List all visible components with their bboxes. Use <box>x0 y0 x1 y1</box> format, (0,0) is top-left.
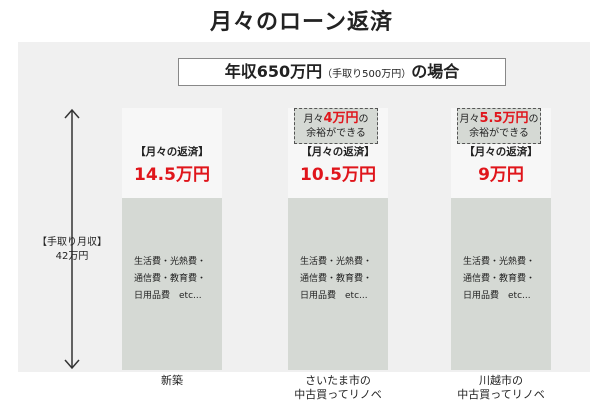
subtitle-box: 年収650万円（手取り500万円）の場合 <box>178 58 506 86</box>
chart-title: 月々のローン返済 <box>210 10 393 35</box>
income-arrow-icon <box>64 108 80 370</box>
expense-line: 生活費・光熱費・ <box>463 257 536 268</box>
spare-suffix: の <box>528 114 539 125</box>
category-label: さいたま市の 中古買ってリノベ <box>273 374 403 402</box>
category-label-line: 中古買ってリノベ <box>294 388 382 401</box>
subtitle-note: （手取り500万円） <box>322 69 412 80</box>
spare-prefix: 月々 <box>303 114 324 125</box>
expense-line: 通信費・教育費・ <box>463 274 536 285</box>
repay-amount: 14.5万円 <box>134 165 210 186</box>
repay-label: 【月々の返済】 <box>301 146 375 159</box>
spare-amount: 5.5万円 <box>479 111 529 126</box>
repay-label: 【月々の返済】 <box>135 146 209 159</box>
spare-line2: 余裕ができる <box>469 128 529 139</box>
spare-prefix: 月々 <box>459 114 480 125</box>
category-label: 新築 <box>107 374 237 388</box>
expense-line: 通信費・教育費・ <box>134 274 207 285</box>
expense-line: 日用品費 etc... <box>134 291 202 302</box>
spare-line: 月々4万円の <box>295 112 377 127</box>
repay-amount: 9万円 <box>478 165 524 186</box>
category-label-line: 川越市の <box>479 374 523 387</box>
spare-line2: 余裕ができる <box>306 128 366 139</box>
income-label-value: 42万円 <box>55 251 89 262</box>
repay-label: 【月々の返済】 <box>464 146 538 159</box>
expense-text: 生活費・光熱費・ 通信費・教育費・ 日用品費 etc... <box>134 254 224 305</box>
category-label-line: さいたま市の <box>305 374 371 387</box>
income-label-title: 【手取り月収】 <box>37 237 107 248</box>
income-label: 【手取り月収】 42万円 <box>22 236 122 264</box>
spare-box: 月々5.5万円の 余裕ができる <box>457 108 541 144</box>
expense-line: 生活費・光熱費・ <box>300 257 373 268</box>
expense-bar <box>451 198 551 370</box>
repay-amount: 10.5万円 <box>300 165 376 186</box>
spare-line: 月々5.5万円の <box>458 112 540 127</box>
expense-bar <box>122 198 222 370</box>
category-label-line: 中古買ってリノベ <box>457 388 545 401</box>
expense-line: 通信費・教育費・ <box>300 274 373 285</box>
expense-text: 生活費・光熱費・ 通信費・教育費・ 日用品費 etc... <box>463 254 553 305</box>
subtitle-suffix: の場合 <box>411 62 460 81</box>
subtitle-main: 年収650万円 <box>224 62 323 81</box>
spare-amount: 4万円 <box>323 111 359 126</box>
expense-bar <box>288 198 388 370</box>
category-label-line: 新築 <box>161 374 183 387</box>
expense-line: 生活費・光熱費・ <box>134 257 207 268</box>
spare-suffix: の <box>358 114 369 125</box>
expense-line: 日用品費 etc... <box>300 291 368 302</box>
category-label: 川越市の 中古買ってリノベ <box>436 374 566 402</box>
spare-box: 月々4万円の 余裕ができる <box>294 108 378 144</box>
expense-line: 日用品費 etc... <box>463 291 531 302</box>
expense-text: 生活費・光熱費・ 通信費・教育費・ 日用品費 etc... <box>300 254 390 305</box>
repayment-bar <box>122 108 222 199</box>
